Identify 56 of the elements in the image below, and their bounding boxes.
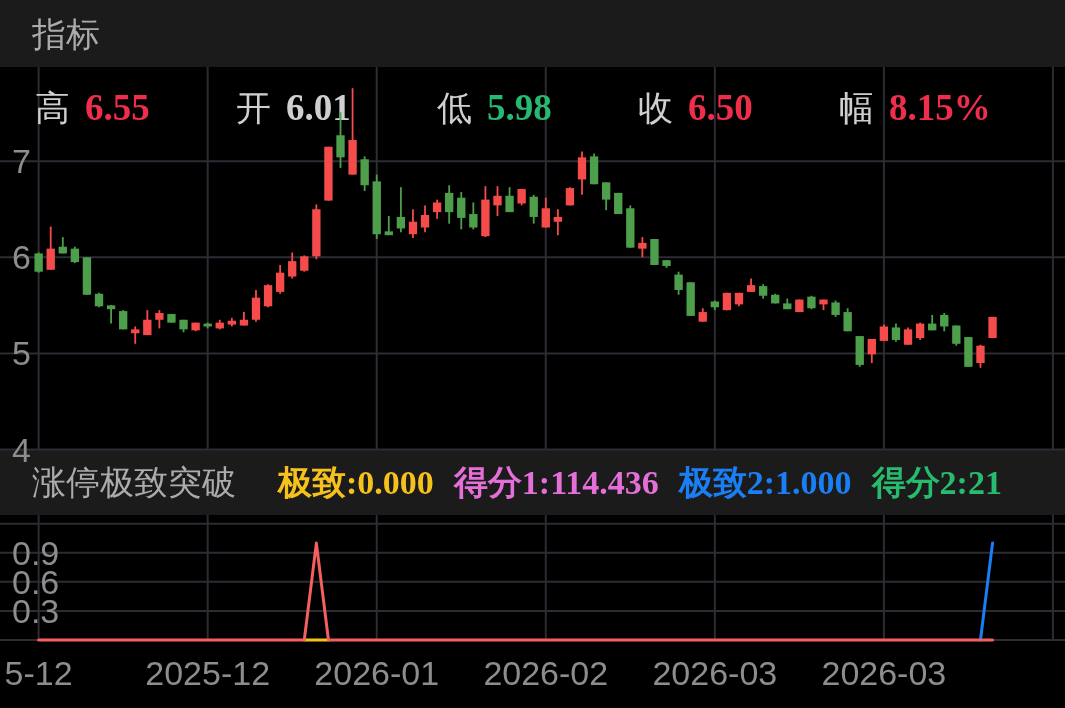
- candlestick: [577, 150, 587, 196]
- candlestick: [106, 304, 116, 325]
- x-tick-label: 2026-03: [821, 654, 947, 692]
- candlestick: [867, 338, 876, 364]
- candlestick: [674, 270, 683, 296]
- annotation: 低: [437, 87, 472, 127]
- candlestick: [432, 198, 442, 220]
- annotation: 5.98: [487, 86, 552, 128]
- annotation: 6.01: [286, 86, 351, 128]
- legend-label: 得分1:114.436: [452, 463, 659, 501]
- candlestick: [469, 201, 478, 231]
- legend-label: 得分2:21: [870, 463, 1002, 501]
- candlestick: [541, 196, 550, 229]
- candlestick: [457, 191, 466, 231]
- candlestick: [420, 204, 430, 234]
- annotation: 开: [236, 87, 271, 127]
- x-tick-label: 2026-02: [483, 654, 609, 692]
- candlestick: [408, 208, 418, 239]
- candlestick: [155, 309, 164, 330]
- candlestick: [891, 322, 901, 343]
- text: 极致2:1.000: [676, 463, 852, 501]
- chart-title: 涨停极致突破: [32, 463, 236, 502]
- text: 极致:0.000: [276, 463, 434, 501]
- y-tick-label: 7: [12, 142, 31, 181]
- annotation: 8.15%: [889, 86, 991, 128]
- x-tick-label: 2025-12: [145, 654, 271, 692]
- chart-title: 指标: [31, 14, 100, 53]
- candlestick: [275, 264, 285, 295]
- candlestick: [505, 186, 514, 214]
- candlestick: [493, 185, 502, 217]
- candlestick: [46, 225, 55, 271]
- y-tick-label: 4: [12, 430, 31, 469]
- candlestick: [34, 251, 43, 274]
- annotation: 收: [638, 87, 673, 127]
- candlestick: [251, 289, 261, 323]
- annotation: 6.55: [85, 86, 150, 128]
- y-tick-label: 5: [12, 334, 31, 373]
- annotation: 幅: [839, 87, 874, 127]
- y-tick-label: 6: [12, 238, 31, 277]
- candlestick: [601, 181, 611, 212]
- candlestick: [288, 251, 297, 280]
- candlestick: [553, 208, 563, 237]
- candlestick: [263, 283, 273, 309]
- annotation: 高: [35, 87, 70, 127]
- candlestick: [143, 309, 152, 337]
- x-tick-label: 2026-01: [314, 654, 440, 692]
- x-tick-label: 5-12: [4, 654, 73, 692]
- candlestick: [131, 325, 140, 345]
- candlestick: [940, 312, 949, 333]
- candlestick: [529, 193, 538, 225]
- x-tick-label: 2026-03: [652, 654, 778, 692]
- candlestick: [638, 236, 647, 259]
- candlestick: [445, 184, 454, 225]
- candlestick: [976, 343, 985, 369]
- candlestick: [396, 186, 406, 234]
- annotation: 6.50: [688, 86, 753, 128]
